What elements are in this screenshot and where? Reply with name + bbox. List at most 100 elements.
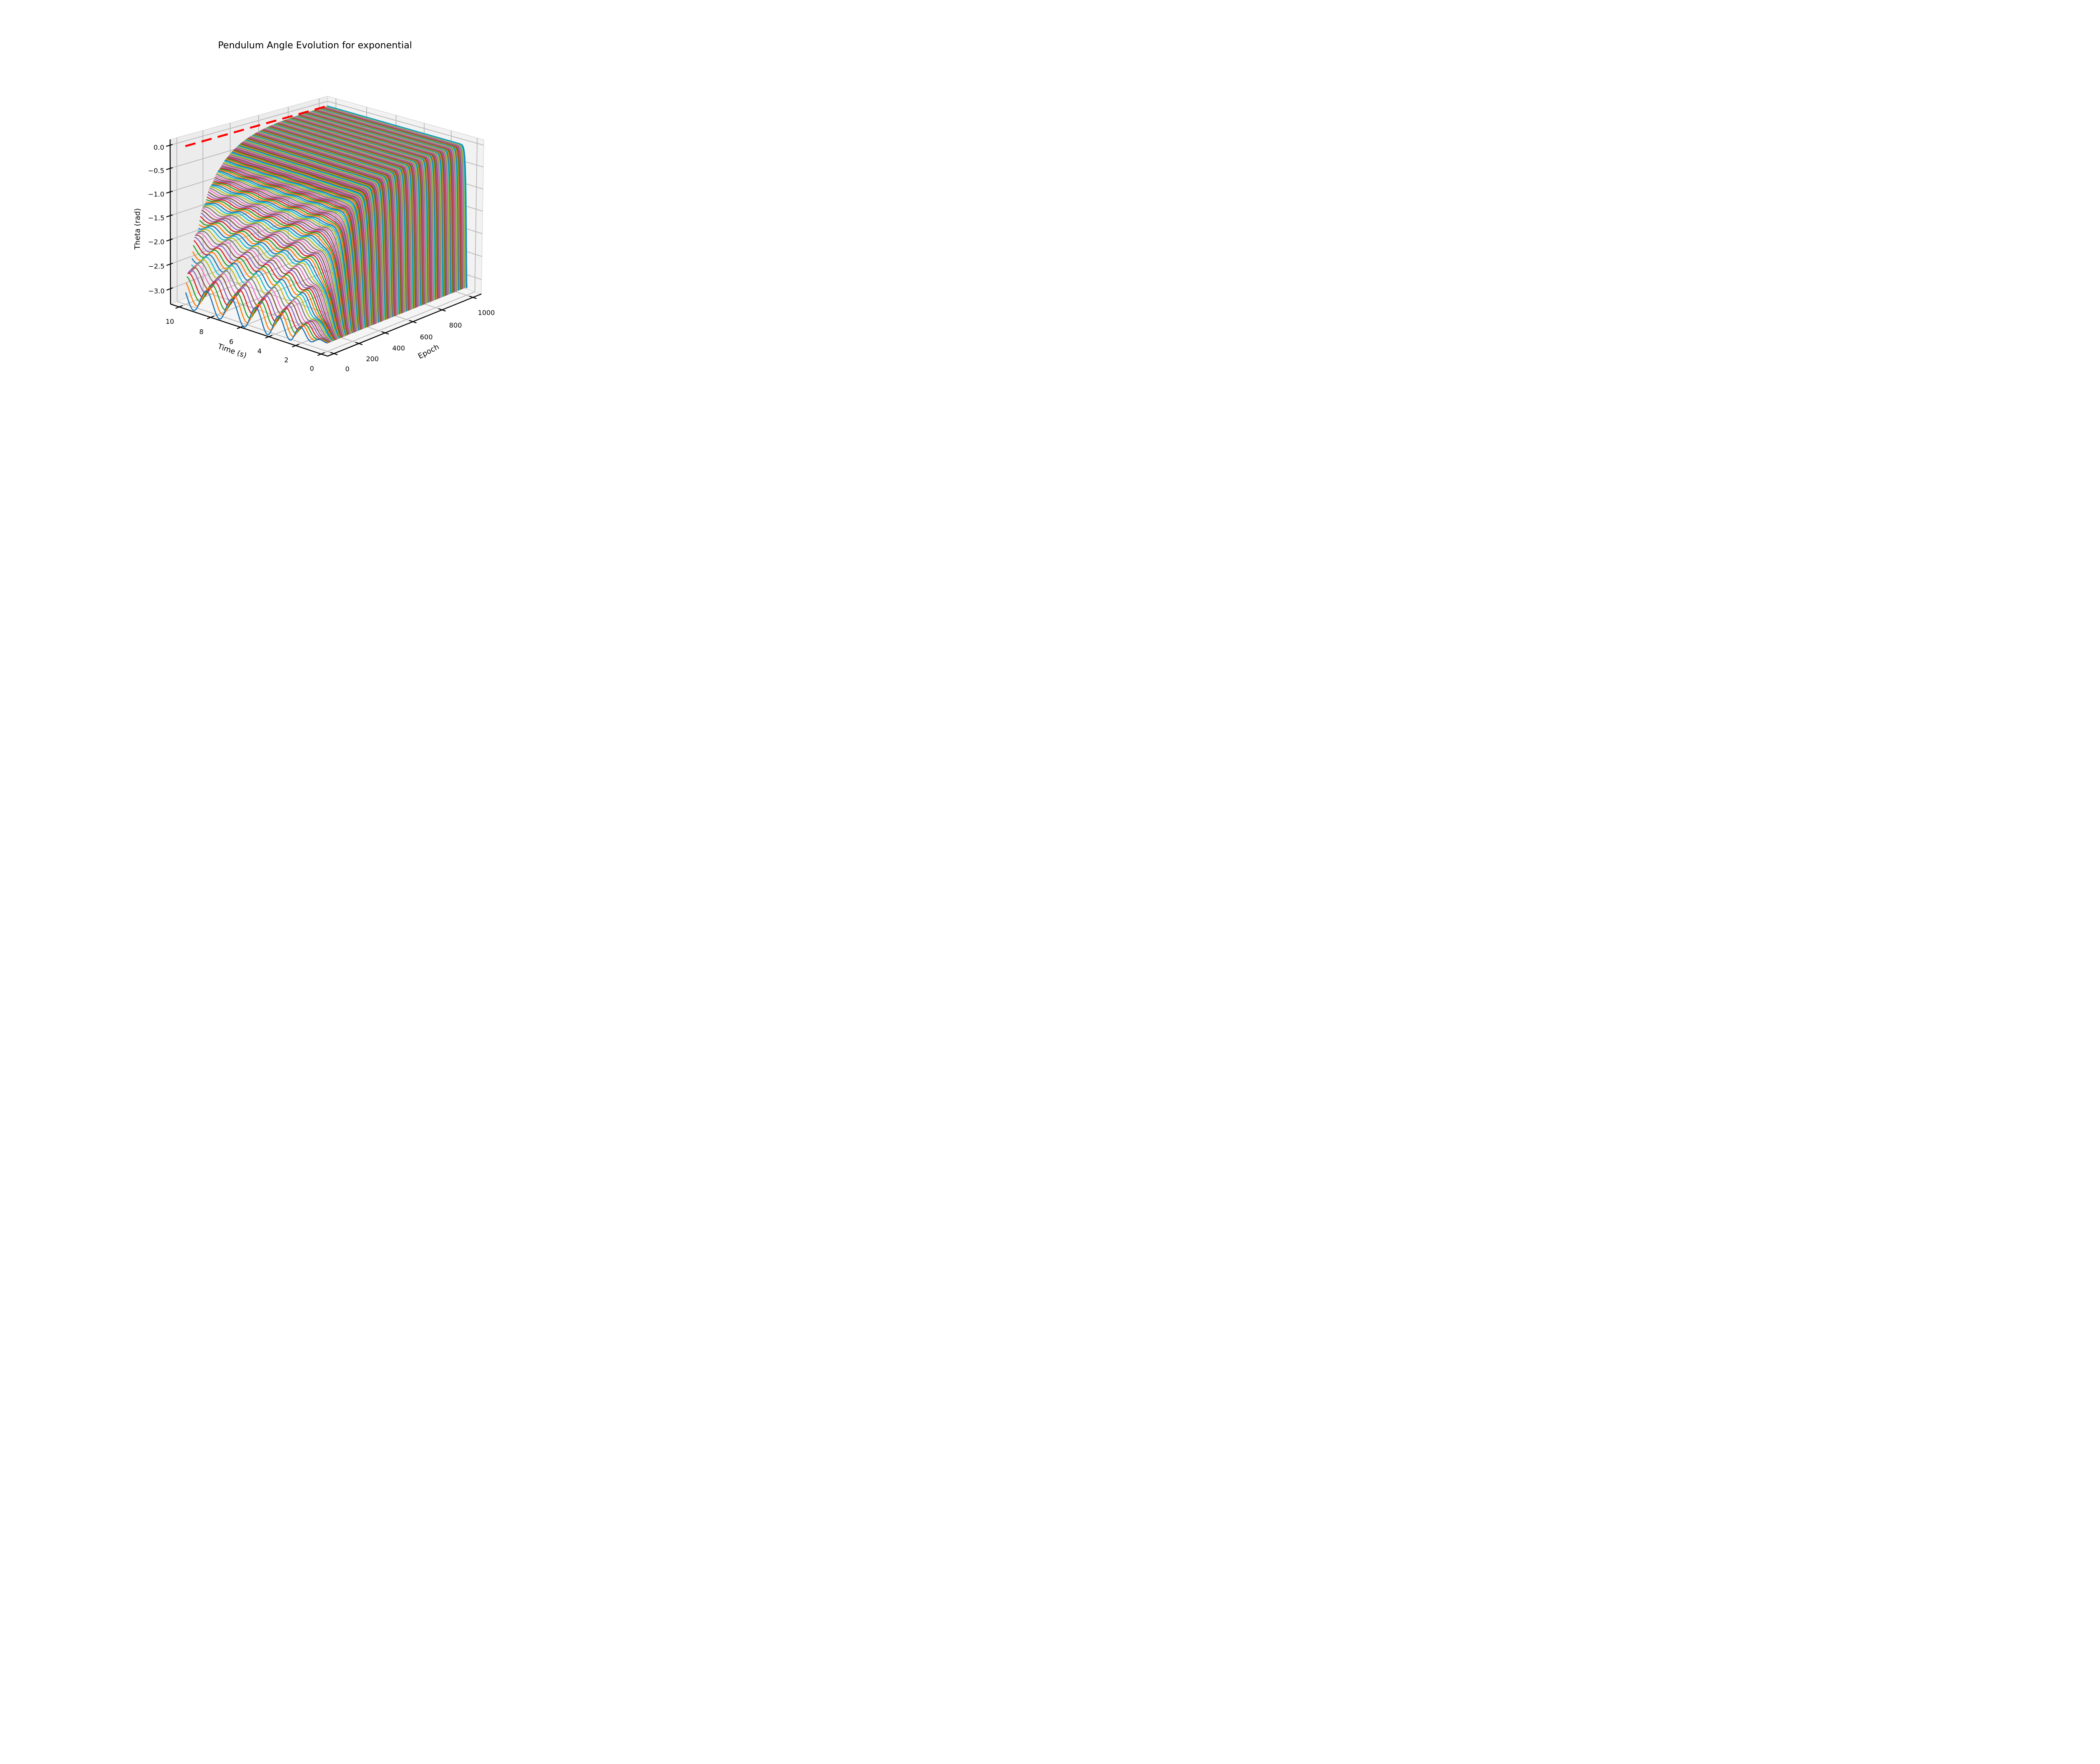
epoch-curve <box>257 131 398 315</box>
epoch-curve <box>252 134 393 318</box>
epoch-curve <box>228 155 370 327</box>
tick-mark <box>409 320 417 323</box>
epoch-curve <box>247 137 388 319</box>
epoch-curve <box>238 144 380 323</box>
y-tick-label: 800 <box>449 321 462 329</box>
tick-mark <box>166 262 173 266</box>
epoch-curve <box>224 160 365 328</box>
epoch-curve <box>211 184 353 333</box>
epoch-curve <box>236 147 377 324</box>
epoch-curve <box>251 135 392 318</box>
x-tick-label: 8 <box>199 328 203 336</box>
tick-mark <box>175 305 183 309</box>
epoch-curve <box>222 164 364 329</box>
epoch-curve <box>195 233 338 340</box>
z-tick-label: −0.5 <box>148 167 164 175</box>
z-tick-label: −3.0 <box>148 287 165 295</box>
target-line-dashed <box>185 105 328 147</box>
epoch-curve <box>218 170 360 331</box>
epoch-curve <box>207 194 349 335</box>
x-tick-label: 6 <box>229 338 234 346</box>
epoch-curve <box>221 165 363 330</box>
tick-labels: 0 2 4 6 8 10 0 200 400 600 800 1000 0.0 −0.5 −1.0 −1.5 −… <box>148 144 495 373</box>
epoch-curve <box>193 245 336 341</box>
y-tick-label: 200 <box>366 355 379 363</box>
z-tick-label: −2.0 <box>148 238 165 246</box>
epoch-curve <box>226 157 368 328</box>
epoch-curve <box>197 227 340 339</box>
epoch-curve <box>219 168 361 331</box>
z-axis-label: Theta (rad) <box>134 208 142 250</box>
z-tick-label: 0.0 <box>154 144 164 152</box>
epoch-curve <box>210 185 352 334</box>
epoch-curve <box>200 212 343 338</box>
epoch-curve <box>265 128 405 312</box>
tick-mark <box>292 344 299 348</box>
epoch-curve <box>241 142 382 322</box>
target-theta-line <box>185 105 328 147</box>
epoch-curve <box>244 139 386 320</box>
epoch-curve <box>239 144 380 323</box>
tick-mark <box>166 214 173 218</box>
z-axis-line <box>169 139 171 304</box>
epoch-curve <box>216 173 358 332</box>
x-tick-label: 2 <box>284 356 289 364</box>
epoch-curve <box>249 136 391 318</box>
epoch-curve <box>197 229 339 339</box>
epoch-curve <box>258 131 399 315</box>
epoch-curve <box>261 130 402 314</box>
epoch-curve <box>220 166 362 330</box>
tick-mark <box>355 341 363 345</box>
gridline <box>321 291 475 354</box>
epoch-curve <box>215 175 357 332</box>
epoch-curve <box>226 158 368 328</box>
epoch-curve <box>257 132 397 315</box>
y-axis-label: Epoch <box>417 343 441 361</box>
epoch-curve <box>189 261 332 342</box>
epoch-curve <box>214 178 356 333</box>
epoch-curve <box>205 202 347 336</box>
x-tick-label: 0 <box>310 365 314 373</box>
epoch-curve <box>237 145 379 323</box>
epoch-curve <box>252 135 393 318</box>
tick-mark <box>438 308 446 312</box>
gridline <box>170 101 328 146</box>
epoch-curve <box>209 187 351 334</box>
epoch-curve <box>240 143 381 322</box>
epoch-curve <box>200 216 342 338</box>
tick-mark <box>166 167 173 170</box>
epoch-curve <box>203 206 345 337</box>
epoch-curve <box>231 151 373 326</box>
epoch-curve <box>255 133 395 317</box>
epoch-curve <box>220 167 362 330</box>
epoch-curve <box>188 267 331 343</box>
pendulum-3d-plot: 0 2 4 6 8 10 0 200 400 600 800 1000 0.0 −0.5 −1.0 −1.5 −… <box>134 96 495 373</box>
epoch-curve <box>228 155 370 327</box>
epoch-curve <box>262 129 403 313</box>
epoch-curve <box>201 210 344 338</box>
epoch-curve <box>229 154 371 326</box>
epoch-curve <box>223 163 364 329</box>
epoch-curve <box>223 161 365 329</box>
epoch-curve <box>266 127 407 312</box>
tick-mark <box>330 352 338 355</box>
y-tick-label: 0 <box>345 365 349 373</box>
epoch-curve <box>231 152 372 326</box>
epoch-curve <box>206 199 348 336</box>
epoch-curve <box>234 149 375 325</box>
epoch-curve <box>202 207 344 337</box>
epoch-curve <box>259 131 399 315</box>
epoch-curve <box>254 134 394 317</box>
epoch-curve <box>227 156 369 327</box>
epoch-curve <box>249 136 390 319</box>
epoch-curve <box>195 234 337 340</box>
epoch-curve <box>196 231 339 340</box>
epoch-curve <box>256 132 396 316</box>
chart-title: Pendulum Angle Evolution for exponential <box>218 40 412 51</box>
x-tick-label: 4 <box>257 347 262 355</box>
epoch-curve <box>244 140 385 320</box>
y-tick-label: 1000 <box>478 309 495 317</box>
x-axis-line <box>170 303 328 357</box>
tick-mark <box>166 191 173 194</box>
epoch-curve <box>189 264 332 342</box>
